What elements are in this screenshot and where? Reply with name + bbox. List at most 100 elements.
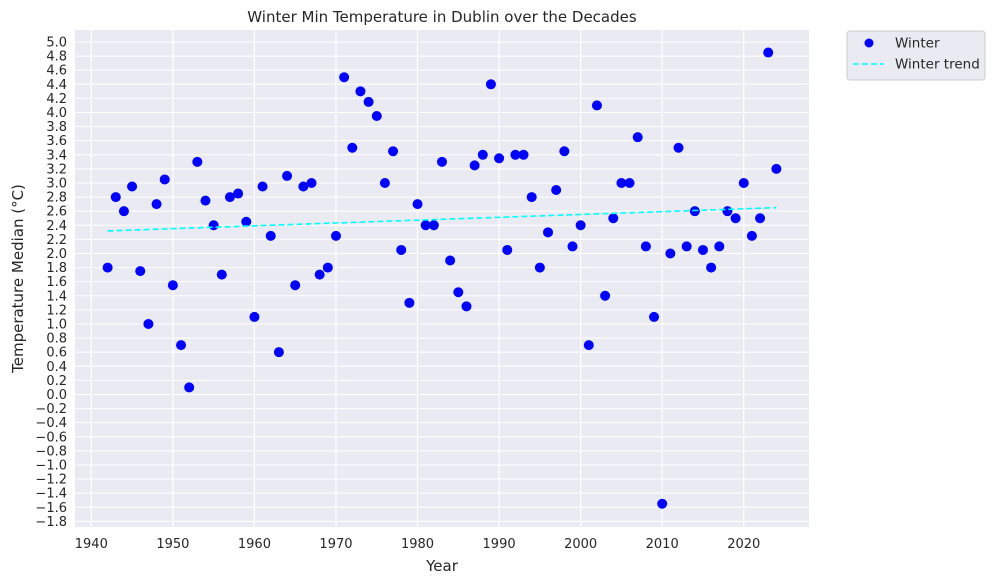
x-tick-label: 1960 [238,537,271,552]
data-point-winter [420,220,431,231]
y-tick-label: −0.8 [35,444,67,459]
data-point-winter [176,340,187,351]
data-point-winter [379,177,390,188]
y-tick-label: 0.4 [46,360,67,375]
data-point-winter [591,100,602,111]
data-point-winter [428,220,439,231]
data-point-winter [526,192,537,203]
data-point-winter [624,177,635,188]
data-point-winter [518,149,529,160]
data-point-winter [575,220,586,231]
y-tick-label: 3.6 [46,134,67,149]
data-point-winter [102,262,113,273]
data-point-winter [184,382,195,393]
data-point-winter [608,213,619,224]
y-tick-label: −1.0 [35,458,67,473]
y-tick-label: 1.4 [46,289,67,304]
data-point-winter [534,262,545,273]
y-tick-label: 1.6 [46,275,67,290]
data-point-winter [159,174,170,185]
y-tick-label: 4.2 [46,92,67,107]
data-point-winter [118,206,129,217]
data-point-winter [355,86,366,97]
data-point-winter [273,347,284,358]
data-point-winter [396,244,407,255]
data-point-winter [551,185,562,196]
data-point-winter [469,160,480,171]
data-point-winter [697,244,708,255]
y-tick-label: −0.6 [35,430,67,445]
y-tick-label: 3.0 [46,176,67,191]
y-tick-label: 0.6 [46,346,67,361]
data-point-winter [404,297,415,308]
data-point-winter [583,340,594,351]
data-point-winter [282,170,293,181]
data-point-winter [445,255,456,266]
data-series [102,47,782,509]
data-point-winter [494,153,505,164]
y-tick-label: −0.4 [35,416,67,431]
data-point-winter [681,241,692,252]
y-tick-label: 4.4 [46,78,67,93]
data-point-winter [755,213,766,224]
data-point-winter [453,287,464,298]
data-point-winter [567,241,578,252]
data-point-winter [216,269,227,280]
y-tick-label: 1.0 [46,317,67,332]
trend-line-winter [107,206,777,232]
legend-label-winter-trend: Winter trend [895,57,980,73]
legend: Winter Winter trend [846,30,986,81]
data-point-winter [649,311,660,322]
data-point-winter [543,227,554,238]
x-tick-label: 1990 [483,537,516,552]
data-point-winter [632,132,643,143]
data-point-winter [143,318,154,329]
data-point-winter [151,199,162,210]
data-point-winter [257,181,268,192]
data-point-winter [746,230,757,241]
data-point-winter [388,146,399,157]
data-point-winter [192,156,203,167]
y-tick-label: 0.0 [46,388,67,403]
data-point-winter [485,79,496,90]
y-tick-label: −1.6 [35,501,67,516]
x-tick-label: 1970 [319,537,352,552]
data-point-winter [290,280,301,291]
data-point-winter [241,216,252,227]
data-point-winter [110,192,121,203]
data-point-winter [665,248,676,259]
y-tick-label: −1.2 [35,473,67,488]
data-point-winter [714,241,725,252]
data-point-winter [233,188,244,199]
data-point-winter [477,149,488,160]
data-point-winter [559,146,570,157]
y-tick-label: 2.2 [46,233,67,248]
y-tick-label: 2.6 [46,205,67,220]
data-point-winter [510,149,521,160]
y-tick-label: −0.2 [35,402,67,417]
x-tick-label: 2010 [646,537,679,552]
legend-label-winter: Winter [895,36,940,52]
data-point-winter [249,311,260,322]
y-tick-label: 4.8 [46,50,67,65]
x-tick-label: 2020 [727,537,760,552]
legend-marker-winter [864,38,874,48]
y-tick-label: 5.0 [46,35,67,50]
data-point-winter [127,181,138,192]
x-axis-title: Year [425,557,459,575]
y-tick-label: 2.0 [46,247,67,262]
y-tick-label: 1.8 [46,261,67,276]
data-point-winter [363,96,374,107]
y-tick-label: 2.8 [46,191,67,206]
data-point-winter [208,220,219,231]
y-tick-label: 1.2 [46,303,67,318]
data-point-winter [412,199,423,210]
y-tick-label: 0.2 [46,374,67,389]
axis-ticks: −1.8−1.6−1.4−1.2−1.0−0.8−0.6−0.4−0.20.00… [35,35,760,552]
y-tick-label: −1.4 [35,487,67,502]
data-point-winter [298,181,309,192]
data-point-winter [347,142,358,153]
data-point-winter [200,195,211,206]
y-axis-title: Temperature Median (°C) [9,184,27,374]
data-point-winter [371,111,382,122]
